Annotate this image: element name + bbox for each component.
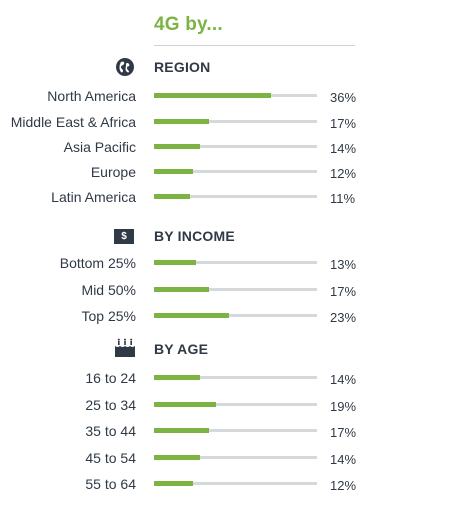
bar-value-label: 14%: [330, 452, 357, 467]
bar-track: [154, 145, 317, 148]
bar: [154, 119, 209, 124]
bar-label: Top 25%: [81, 308, 136, 324]
bar-row: Asia Pacific 14%: [0, 137, 459, 157]
bar-label: North America: [47, 88, 136, 104]
bar-row: Middle East & Africa 17%: [0, 112, 459, 132]
bar-label: 25 to 34: [85, 397, 136, 413]
bar-label: Asia Pacific: [63, 139, 136, 155]
bar: [154, 194, 190, 199]
chart-title: 4G by...: [154, 14, 223, 35]
bar-value-label: 19%: [330, 399, 357, 414]
bar-value-label: 17%: [330, 284, 357, 299]
bar-track: [154, 288, 317, 291]
bar-track: [154, 195, 317, 198]
bar-value-label: 17%: [330, 116, 357, 131]
bar: [154, 144, 200, 149]
section-header-income: BY INCOME: [154, 228, 235, 244]
bar-label: 45 to 54: [85, 450, 136, 466]
bar: [154, 93, 271, 98]
bar-track: [154, 120, 317, 123]
bar: [154, 287, 209, 292]
bar-value-label: 17%: [330, 425, 357, 440]
bar-label: Middle East & Africa: [10, 114, 136, 130]
bar-row: Bottom 25% 13%: [0, 253, 459, 273]
birthday-cake-icon: [114, 338, 136, 358]
bar-track: [154, 429, 317, 432]
bar-label: 35 to 44: [85, 423, 136, 439]
section-header-age: BY AGE: [154, 341, 209, 357]
bar-row: 35 to 44 17%: [0, 421, 459, 441]
bar-label: 55 to 64: [85, 476, 136, 492]
bar-label: Europe: [90, 164, 136, 180]
bar-track: [154, 482, 317, 485]
bar: [154, 260, 196, 265]
bar-row: Top 25% 23%: [0, 306, 459, 326]
bar: [154, 455, 200, 460]
bar-value-label: 12%: [330, 478, 357, 493]
bar-value-label: 11%: [330, 191, 356, 206]
bar-value-label: 13%: [330, 257, 357, 272]
bar-label: Mid 50%: [81, 282, 136, 298]
bar-value-label: 14%: [330, 372, 357, 387]
dollar-icon: $: [114, 229, 134, 244]
bar-label: Latin America: [51, 189, 136, 205]
bar-label: Bottom 25%: [59, 255, 136, 271]
section-header-region: REGION: [154, 59, 211, 75]
bar-row: Europe 12%: [0, 162, 459, 182]
bar-track: [154, 456, 317, 459]
bar: [154, 402, 216, 407]
bar-row: 25 to 34 19%: [0, 395, 459, 415]
bar-track: [154, 170, 317, 173]
bar-track: [154, 403, 317, 406]
bar: [154, 313, 229, 318]
bar-track: [154, 314, 317, 317]
bar-value-label: 12%: [330, 166, 357, 181]
bar-row: 55 to 64 12%: [0, 474, 459, 494]
bar-track: [154, 261, 317, 264]
bar: [154, 481, 193, 486]
bar-row: Latin America 11%: [0, 187, 459, 207]
bar-value-label: 23%: [330, 310, 357, 325]
bar-row: 16 to 24 14%: [0, 368, 459, 388]
globe-icon: [115, 57, 135, 77]
bar-label: 16 to 24: [85, 370, 136, 386]
bar-value-label: 14%: [330, 141, 357, 156]
title-divider: [154, 45, 355, 46]
bar-row: Mid 50% 17%: [0, 280, 459, 300]
bar-row: 45 to 54 14%: [0, 448, 459, 468]
dollar-sign: $: [121, 231, 127, 242]
bar-track: [154, 376, 317, 379]
bar: [154, 169, 193, 174]
bar: [154, 375, 200, 380]
bar-row: North America 36%: [0, 86, 459, 106]
bar-value-label: 36%: [330, 90, 357, 105]
bar: [154, 428, 209, 433]
